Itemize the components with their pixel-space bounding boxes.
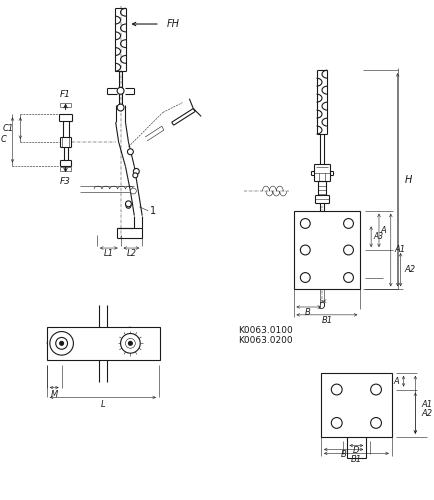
- Circle shape: [343, 272, 353, 282]
- Circle shape: [127, 149, 133, 154]
- Text: M: M: [50, 390, 58, 399]
- Circle shape: [370, 384, 381, 395]
- Circle shape: [56, 338, 67, 349]
- Text: B: B: [340, 450, 346, 459]
- Circle shape: [300, 245, 309, 255]
- Circle shape: [343, 218, 353, 228]
- Text: B: B: [304, 308, 310, 318]
- Circle shape: [370, 418, 381, 428]
- Circle shape: [331, 384, 342, 395]
- Text: A: A: [393, 376, 399, 386]
- Text: F1: F1: [60, 90, 71, 100]
- Text: A2: A2: [420, 408, 431, 418]
- Circle shape: [125, 338, 135, 348]
- Circle shape: [128, 342, 132, 345]
- Text: A3: A3: [372, 232, 382, 241]
- Circle shape: [130, 188, 136, 194]
- Text: FH: FH: [166, 19, 179, 29]
- Text: F3: F3: [60, 176, 71, 186]
- Text: D: D: [318, 302, 325, 312]
- Circle shape: [50, 332, 73, 355]
- Text: H: H: [404, 174, 411, 184]
- Bar: [47, 326, 160, 360]
- Text: K0063.0100: K0063.0100: [238, 326, 293, 335]
- Text: B1: B1: [350, 455, 361, 464]
- Text: C1: C1: [2, 124, 13, 132]
- Text: C: C: [1, 136, 7, 144]
- Circle shape: [125, 201, 131, 207]
- Circle shape: [300, 218, 309, 228]
- Text: A1: A1: [420, 400, 431, 409]
- Text: A: A: [380, 226, 386, 235]
- Circle shape: [132, 173, 138, 178]
- Bar: [320, 373, 391, 436]
- Circle shape: [133, 168, 139, 174]
- Text: D: D: [352, 446, 359, 455]
- Text: L1: L1: [104, 250, 114, 258]
- Text: 1: 1: [150, 206, 156, 216]
- Circle shape: [117, 88, 124, 94]
- Text: A1: A1: [394, 246, 405, 254]
- Text: L: L: [100, 400, 105, 409]
- Text: L2: L2: [126, 250, 136, 258]
- Text: A2: A2: [404, 265, 415, 274]
- Text: K0063.0200: K0063.0200: [238, 336, 293, 345]
- Text: B1: B1: [321, 316, 332, 325]
- Circle shape: [59, 342, 63, 345]
- Circle shape: [117, 104, 124, 111]
- Circle shape: [126, 204, 131, 208]
- Circle shape: [300, 272, 309, 282]
- Circle shape: [331, 418, 342, 428]
- Bar: [293, 210, 359, 290]
- Circle shape: [120, 334, 140, 353]
- Circle shape: [343, 245, 353, 255]
